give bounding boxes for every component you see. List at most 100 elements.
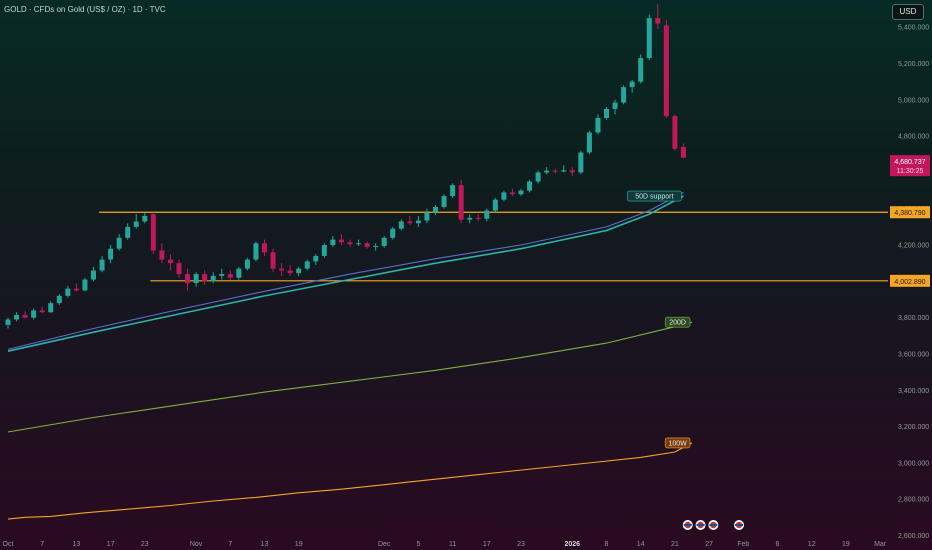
ma-tag-label: 100W <box>668 440 687 447</box>
candle-body <box>65 288 71 296</box>
candle-body <box>672 116 678 149</box>
candle-body <box>82 279 88 291</box>
candle-body <box>552 170 558 172</box>
price-tags: 50D support 200D 100W 4,380.790 4,002.890 4,6… <box>626 155 930 530</box>
us-flag-event-band <box>709 524 718 526</box>
candle-body <box>14 314 20 320</box>
candle-body <box>398 221 404 229</box>
candles <box>5 3 686 329</box>
lower-level-price-tag <box>890 274 930 287</box>
candle-body <box>655 18 661 24</box>
last-price-label: 4,680.737 <box>894 159 925 166</box>
us-flag-event-band <box>696 524 705 526</box>
candle-body <box>612 102 618 109</box>
candle-body <box>219 274 225 276</box>
x-tick-label: 6 <box>776 541 780 548</box>
ma-line-100W <box>7 442 693 520</box>
candle-body <box>347 242 353 245</box>
candle-body <box>475 217 481 219</box>
candle-body <box>236 268 242 278</box>
candle-body <box>338 239 344 243</box>
x-tick-label: Oct <box>3 541 14 548</box>
countdown-label: 11:30:25 <box>897 168 924 175</box>
us-flag-event-band <box>735 524 744 526</box>
candle-body <box>270 252 276 269</box>
last-price-tag <box>890 155 930 177</box>
candle-body <box>501 192 507 200</box>
candle-body <box>458 185 464 220</box>
candle-body <box>433 206 438 213</box>
moving-averages <box>7 191 693 520</box>
candle-body <box>578 152 584 173</box>
candle-body <box>31 310 37 318</box>
ma-tag-label: 50D support <box>635 194 673 201</box>
y-tick-label: 3,200.000 <box>898 424 929 431</box>
candle-body <box>621 87 627 103</box>
candle-body <box>99 259 105 271</box>
y-tick-label: 5,400.000 <box>898 25 929 32</box>
x-tick-label: 19 <box>842 541 850 548</box>
x-tick-label: Nov <box>190 541 203 548</box>
candle-body <box>544 170 550 173</box>
candle-body <box>167 259 173 264</box>
candle-body <box>441 196 447 207</box>
y-tick-label: 4,200.000 <box>898 243 929 250</box>
upper-level-price-tag <box>890 206 930 219</box>
candle-body <box>680 147 686 158</box>
x-tick-label: 8 <box>605 541 609 548</box>
ma-tag-200D <box>664 316 691 328</box>
candle-body <box>150 214 156 251</box>
y-tick-label: 2,800.000 <box>898 497 929 504</box>
candle-body <box>450 185 456 197</box>
x-tick-label: 14 <box>637 541 645 548</box>
x-tick-label: Mar <box>874 541 887 548</box>
x-tick-label: 23 <box>517 541 525 548</box>
ma-tag-label: 200D <box>669 320 686 327</box>
x-tick-label: 7 <box>40 541 44 548</box>
x-tick-label: 23 <box>141 541 149 548</box>
y-tick-label: 4,800.000 <box>898 134 929 141</box>
candle-body <box>116 237 122 249</box>
ma-tag-100W <box>664 437 691 449</box>
candle-body <box>22 314 28 318</box>
candle-body <box>210 275 216 282</box>
candle-body <box>5 319 11 325</box>
horizontal-levels <box>99 211 888 282</box>
candle-body <box>527 181 533 191</box>
candle-body <box>176 263 182 275</box>
candle-body <box>125 226 131 238</box>
y-tick-label: 3,400.000 <box>898 388 929 395</box>
lower-level-price-label: 4,002.890 <box>894 279 925 286</box>
y-tick-label: 3,600.000 <box>898 351 929 358</box>
candle-body <box>193 274 199 284</box>
y-tick-label: 3,000.000 <box>898 460 929 467</box>
candle-body <box>142 216 148 222</box>
upper-level-price-label: 4,380.790 <box>894 210 925 217</box>
candle-body <box>253 243 259 260</box>
candle-body <box>279 268 285 271</box>
candle-body <box>629 81 635 88</box>
candle-body <box>381 237 387 246</box>
x-tick-label: 12 <box>808 541 816 548</box>
candle-body <box>356 243 362 245</box>
x-tick-label: 17 <box>107 541 115 548</box>
us-flag-event-band <box>683 524 692 526</box>
candle-body <box>48 303 54 313</box>
ma-line-200D <box>7 321 693 433</box>
candle-body <box>663 25 669 117</box>
candle-body <box>227 274 233 278</box>
currency-button[interactable]: USD <box>892 4 924 20</box>
x-tick-label: 11 <box>449 541 456 548</box>
candle-body <box>313 255 319 262</box>
candle-body <box>73 288 79 291</box>
x-tick-label: 21 <box>671 541 679 548</box>
x-tick-label: 2026 <box>565 541 581 548</box>
y-tick-label: 3,800.000 <box>898 315 929 322</box>
candle-body <box>492 199 498 211</box>
candle-body <box>202 274 208 282</box>
candle-body <box>159 250 165 260</box>
candle-body <box>244 259 250 269</box>
y-tick-label: 5,200.000 <box>898 61 929 68</box>
